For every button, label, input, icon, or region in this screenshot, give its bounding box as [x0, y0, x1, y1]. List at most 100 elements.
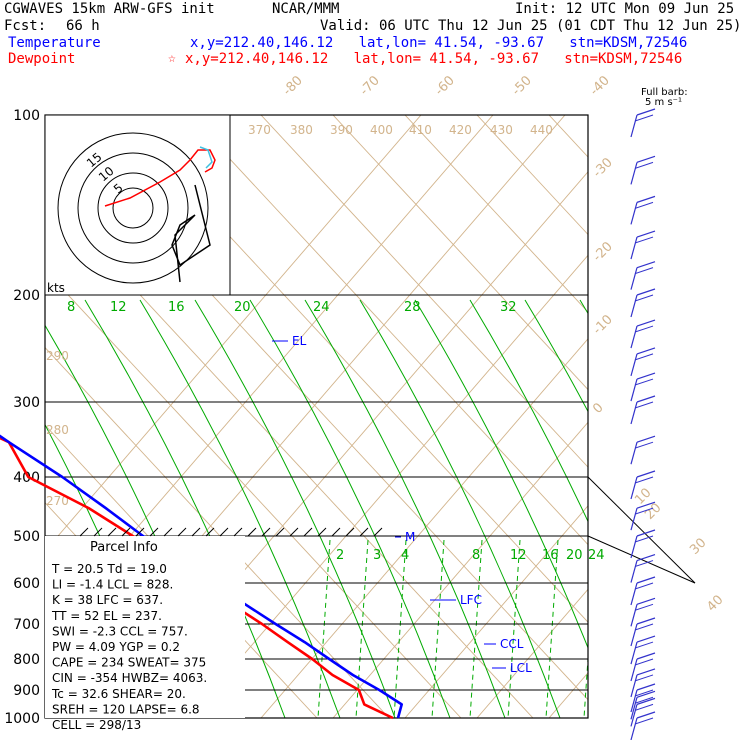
hatch-mark — [191, 527, 201, 537]
wind-barb-staff — [630, 674, 638, 698]
dewpoint-legend-label: Dewpoint — [8, 51, 76, 67]
isotherm-label: 0 — [590, 400, 606, 416]
isotherm-line — [693, 115, 740, 718]
pressure-tick-label: 100 — [13, 108, 40, 124]
mixing-ratio-line — [507, 539, 521, 718]
wind-barb-staff — [630, 294, 638, 318]
wind-barb-staff — [630, 325, 638, 349]
wind-barb-flag — [634, 717, 654, 725]
dry-adiabat-line — [188, 115, 588, 546]
wind-barb-staff — [630, 378, 638, 402]
dry-adiabat-line — [332, 115, 588, 391]
hodograph-units: kts — [47, 281, 65, 295]
wind-barb-flag — [634, 674, 654, 682]
mixing-ratio-label: 8 — [472, 548, 480, 563]
fcst-value: 66 h — [66, 18, 100, 34]
wind-barb-flag — [636, 554, 656, 562]
hatch-mark — [135, 527, 145, 537]
moist-adiabat-line — [524, 299, 588, 413]
hatch-mark — [275, 527, 285, 537]
theta-label: 380 — [290, 123, 313, 137]
wind-barb-flag — [636, 108, 656, 116]
hatch-mark — [121, 527, 131, 537]
wind-barb-flag — [634, 441, 654, 449]
hatch-mark — [79, 527, 89, 537]
theta-label: 370 — [248, 123, 271, 137]
mixing-ratio-label: 20 — [234, 300, 251, 315]
isotherm-label: -10 — [590, 312, 616, 338]
mixing-ratio-line — [545, 539, 559, 718]
wind-barb-staff — [630, 697, 638, 720]
mixing-ratio-line — [583, 651, 588, 718]
wind-barb-flag — [634, 658, 654, 666]
wind-barb-staff — [630, 623, 638, 647]
wind-barb-flag — [634, 236, 654, 244]
hodograph-trace — [104, 149, 216, 207]
org-label: NCAR/MMM — [272, 1, 340, 17]
hodograph-ring — [77, 152, 189, 264]
temperature-legend-label: Temperature — [8, 35, 101, 51]
parcel-info-row: TT = 52 EL = 237. — [51, 609, 162, 623]
wind-barb-flag — [636, 697, 656, 705]
hatch-mark — [177, 527, 187, 537]
mixing-ratio-line — [431, 539, 445, 718]
theta-label: 270 — [46, 494, 69, 508]
hatch-mark — [93, 527, 103, 537]
wind-barb-flag — [636, 395, 656, 403]
wind-barb-flag — [634, 401, 654, 409]
isotherm-line — [45, 115, 422, 552]
hodograph-trace-upper — [199, 146, 213, 169]
mixing-ratio-label: 4 — [401, 548, 409, 563]
wind-barb-flag — [634, 703, 654, 711]
parcel-info-row: CELL = 298/13 — [52, 718, 141, 732]
isotherm-line — [188, 254, 588, 718]
wind-barb-flag — [636, 261, 656, 269]
parcel-info-row: Tc = 32.6 SHEAR= 20. — [51, 687, 186, 701]
wind-barb-flag — [634, 476, 654, 484]
mixing-ratio-label: 2 — [336, 548, 344, 563]
wind-barb-flag — [634, 201, 654, 209]
wind-barb-staff — [630, 641, 638, 665]
hatch-mark — [289, 527, 299, 537]
wind-barb-flag — [636, 288, 656, 296]
dry-adiabat-line — [45, 346, 390, 718]
wind-barb-flag — [636, 319, 656, 327]
mixing-ratio-label: 32 — [500, 300, 517, 315]
barb-key-label: 5 m s⁻¹ — [645, 97, 682, 108]
level-marker-label: EL — [292, 334, 307, 348]
mixing-ratio-line — [355, 539, 369, 718]
wind-barb-flag — [636, 435, 656, 443]
wind-barb-flag — [634, 582, 654, 590]
wind-barb-staff — [630, 162, 638, 185]
theta-label: 400 — [370, 123, 393, 137]
mixing-ratio-label: 12 — [510, 548, 527, 563]
pressure-tick-label: 600 — [13, 576, 40, 592]
wind-barb-flag — [634, 507, 654, 515]
theta-label: 390 — [330, 123, 353, 137]
level-marker-label: LCL — [510, 661, 532, 675]
isotherm-label: -40 — [587, 73, 613, 99]
wind-barb-flag — [636, 529, 656, 537]
hatch-mark — [163, 527, 173, 537]
theta-label: 280 — [46, 423, 69, 437]
hodograph-box — [44, 114, 231, 296]
moist-adiabat-line — [359, 299, 561, 718]
wind-barb-flag — [634, 689, 654, 697]
pressure-tick-label: 700 — [13, 617, 40, 633]
temperature-location: x,y=212.40,146.12 lat,lon= 41.54, -93.67… — [190, 35, 688, 51]
wind-barb-flag — [636, 668, 656, 676]
wind-barb-staff — [630, 604, 638, 627]
wind-barb-flag — [636, 372, 656, 380]
moist-adiabat-line — [469, 299, 588, 523]
mixing-ratio-line — [317, 539, 331, 718]
hodograph-ring — [57, 132, 209, 284]
mixing-ratio-label: 12 — [110, 300, 127, 315]
wind-barb-staff — [630, 353, 638, 377]
isotherm-label: 40 — [704, 593, 726, 615]
hatch-mark — [373, 527, 383, 537]
wind-barb-flag — [636, 155, 656, 163]
dry-adiabat-line — [476, 115, 588, 236]
wind-barb-staff — [630, 442, 638, 465]
wind-barb-flag — [634, 353, 654, 361]
